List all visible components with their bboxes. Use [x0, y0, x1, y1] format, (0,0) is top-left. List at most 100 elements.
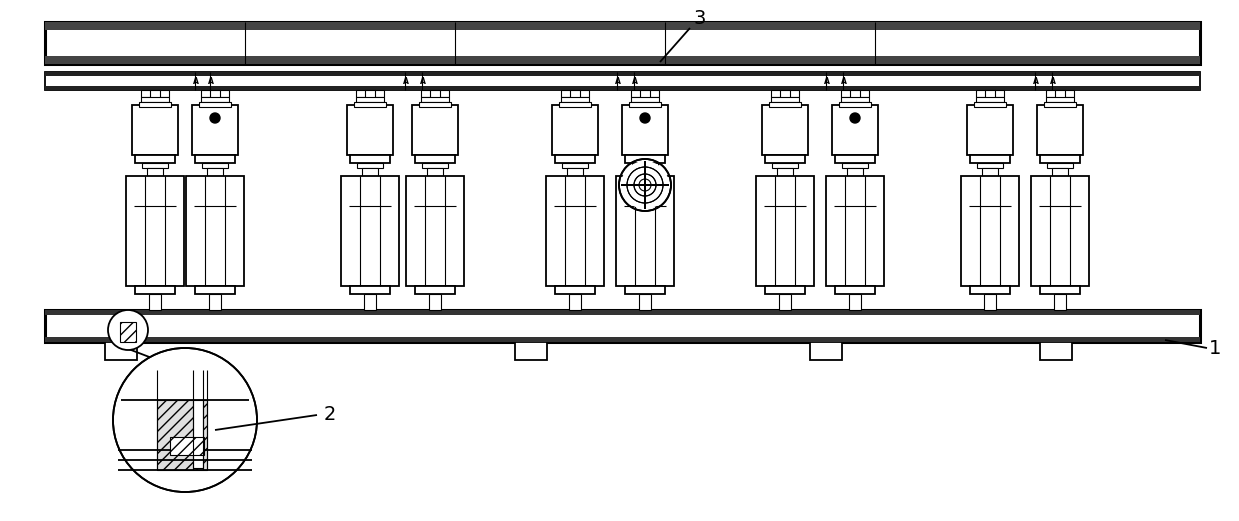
Bar	[781, 90, 790, 100]
Bar	[126, 176, 185, 286]
Bar	[835, 155, 875, 163]
Circle shape	[641, 113, 650, 123]
Text: A: A	[1033, 78, 1040, 86]
Bar	[45, 22, 1201, 30]
Bar	[764, 286, 805, 294]
Bar	[970, 155, 1010, 163]
Bar	[985, 90, 995, 100]
Bar	[1046, 97, 1074, 102]
Bar	[563, 163, 589, 168]
Bar	[429, 294, 441, 310]
Text: A: A	[420, 78, 426, 86]
Bar	[631, 97, 659, 102]
Text: A: A	[193, 78, 199, 86]
Circle shape	[850, 113, 860, 123]
Bar	[195, 155, 235, 163]
Bar	[1040, 286, 1080, 294]
Bar	[771, 97, 799, 102]
Circle shape	[108, 310, 147, 350]
Bar	[349, 155, 390, 163]
Bar	[357, 163, 383, 168]
Bar	[567, 168, 584, 176]
Text: A: A	[632, 78, 638, 86]
Bar	[427, 168, 444, 176]
Bar	[202, 163, 228, 168]
Bar	[45, 22, 1201, 64]
Bar	[515, 342, 546, 360]
Bar	[45, 86, 1201, 90]
Bar	[843, 163, 869, 168]
Bar	[984, 294, 996, 310]
Bar	[974, 102, 1006, 107]
Bar	[624, 155, 665, 163]
Bar	[631, 90, 659, 97]
Bar	[561, 90, 589, 97]
Bar	[756, 176, 814, 286]
Bar	[833, 105, 878, 155]
Bar	[569, 294, 581, 310]
Bar	[976, 97, 1004, 102]
Bar	[546, 176, 603, 286]
Bar	[421, 97, 449, 102]
Bar	[810, 342, 843, 360]
Bar	[1040, 155, 1080, 163]
Text: A: A	[403, 78, 409, 86]
Bar	[45, 310, 1201, 315]
Text: A: A	[1051, 78, 1056, 86]
Bar	[769, 102, 800, 107]
Bar	[45, 310, 1201, 342]
Text: A: A	[615, 78, 621, 86]
Bar	[559, 102, 591, 107]
Bar	[150, 90, 160, 100]
Bar	[1047, 163, 1073, 168]
Bar	[1037, 105, 1083, 155]
Bar	[419, 102, 451, 107]
Bar	[364, 294, 375, 310]
Bar	[105, 342, 138, 360]
Bar	[201, 90, 229, 97]
Bar	[170, 437, 204, 455]
Bar	[555, 155, 595, 163]
Bar	[149, 294, 161, 310]
Bar	[209, 90, 221, 100]
Bar	[413, 105, 458, 155]
Bar	[1054, 294, 1066, 310]
Bar	[1040, 342, 1072, 360]
Bar	[772, 163, 798, 168]
Bar	[970, 286, 1010, 294]
Bar	[421, 90, 449, 97]
Bar	[209, 294, 221, 310]
Bar	[771, 90, 799, 97]
Text: A: A	[841, 78, 847, 86]
Bar	[430, 90, 440, 100]
Text: 1: 1	[1209, 339, 1222, 357]
Bar	[639, 294, 650, 310]
Bar	[207, 168, 223, 176]
Bar	[570, 90, 580, 100]
Bar	[195, 286, 235, 294]
Bar	[186, 176, 244, 286]
Text: A: A	[208, 78, 214, 86]
Circle shape	[113, 348, 256, 492]
Bar	[555, 286, 595, 294]
Bar	[199, 102, 230, 107]
Bar	[978, 163, 1004, 168]
Bar	[341, 176, 399, 286]
Bar	[142, 163, 169, 168]
Bar	[983, 168, 997, 176]
Bar	[841, 97, 869, 102]
Bar	[366, 90, 375, 100]
Bar	[133, 105, 178, 155]
Bar	[193, 400, 203, 468]
Bar	[624, 286, 665, 294]
Bar	[157, 400, 207, 470]
Bar	[641, 90, 650, 100]
Bar	[966, 105, 1014, 155]
Bar	[415, 155, 455, 163]
Bar	[553, 105, 598, 155]
Bar	[850, 90, 860, 100]
Bar	[135, 155, 175, 163]
Bar	[764, 155, 805, 163]
Bar	[45, 56, 1201, 64]
Bar	[422, 163, 449, 168]
